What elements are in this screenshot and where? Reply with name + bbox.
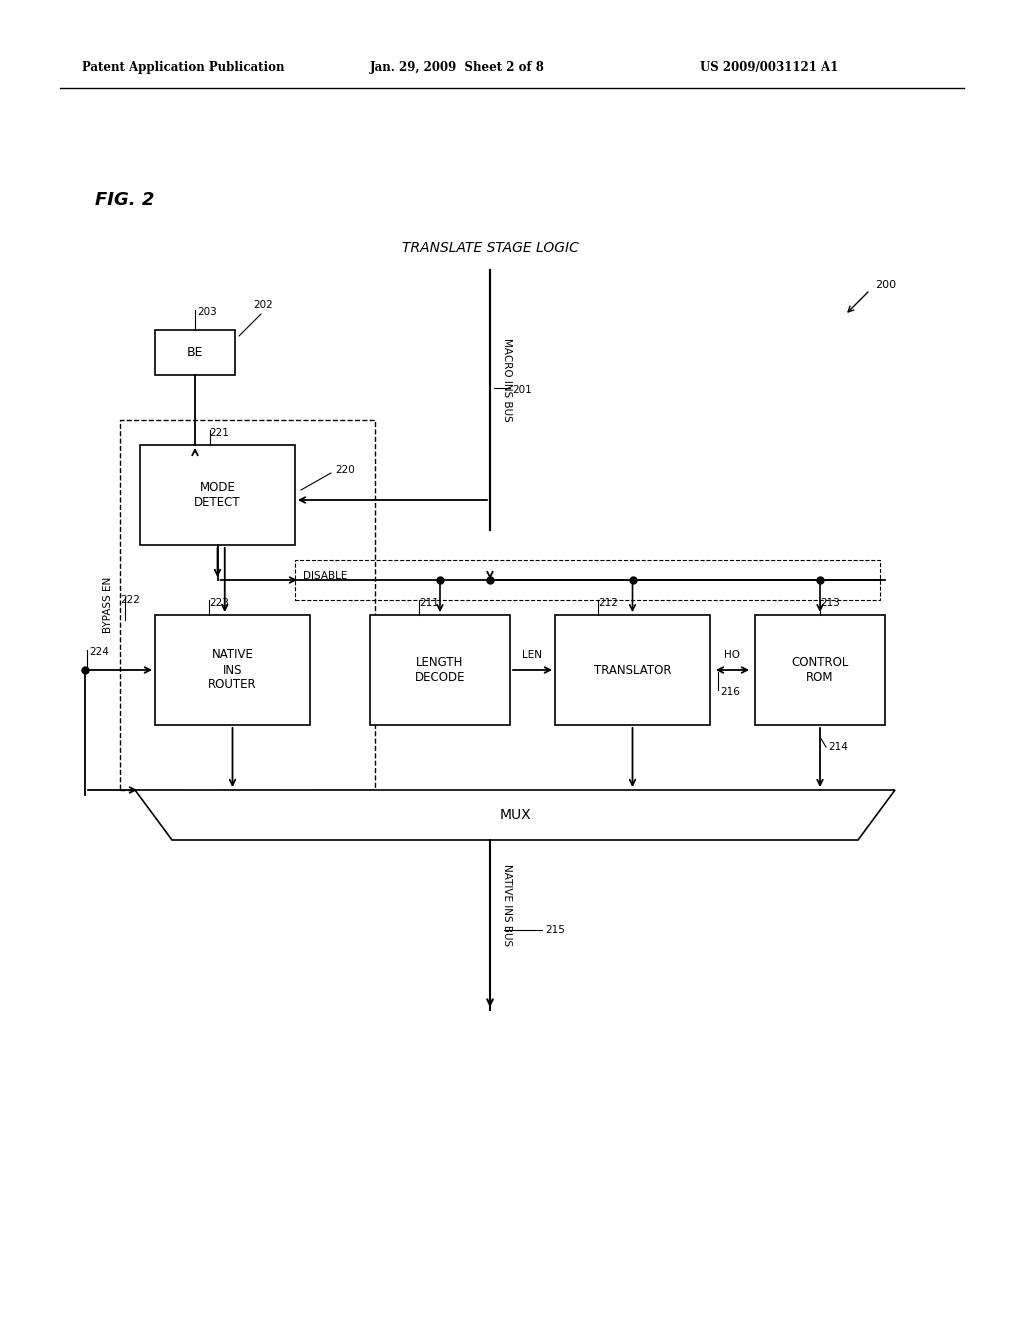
Text: 212: 212 — [598, 598, 618, 609]
Text: MODE
DETECT: MODE DETECT — [195, 480, 241, 510]
Text: 201: 201 — [512, 385, 531, 395]
FancyBboxPatch shape — [370, 615, 510, 725]
Text: DISABLE: DISABLE — [303, 572, 347, 581]
FancyBboxPatch shape — [155, 615, 310, 725]
Text: 211: 211 — [419, 598, 439, 609]
Text: 203: 203 — [197, 308, 217, 317]
Text: MACRO INS BUS: MACRO INS BUS — [502, 338, 512, 422]
Text: NATIVE
INS
ROUTER: NATIVE INS ROUTER — [208, 648, 257, 692]
Text: NATIVE INS BUS: NATIVE INS BUS — [502, 863, 512, 946]
Text: 215: 215 — [545, 925, 565, 935]
Text: 223: 223 — [209, 598, 229, 609]
Text: CONTROL
ROM: CONTROL ROM — [792, 656, 849, 684]
Polygon shape — [135, 789, 895, 840]
FancyBboxPatch shape — [755, 615, 885, 725]
Text: 221: 221 — [210, 428, 229, 438]
Text: TRANSLATE STAGE LOGIC: TRANSLATE STAGE LOGIC — [401, 242, 579, 255]
Text: TRANSLATOR: TRANSLATOR — [594, 664, 672, 676]
Text: BE: BE — [186, 346, 203, 359]
Text: 220: 220 — [335, 465, 354, 475]
Text: 213: 213 — [820, 598, 840, 609]
Text: 224: 224 — [89, 647, 109, 657]
FancyBboxPatch shape — [555, 615, 710, 725]
Text: 222: 222 — [120, 595, 140, 605]
Text: 214: 214 — [828, 742, 848, 752]
Text: FIG. 2: FIG. 2 — [95, 191, 155, 209]
Text: US 2009/0031121 A1: US 2009/0031121 A1 — [700, 62, 839, 74]
FancyBboxPatch shape — [140, 445, 295, 545]
Text: MUX: MUX — [499, 808, 530, 822]
Text: BYPASS EN: BYPASS EN — [103, 577, 113, 634]
Text: Patent Application Publication: Patent Application Publication — [82, 62, 285, 74]
Text: LEN: LEN — [522, 649, 542, 660]
Text: HO: HO — [724, 649, 740, 660]
Text: Jan. 29, 2009  Sheet 2 of 8: Jan. 29, 2009 Sheet 2 of 8 — [370, 62, 545, 74]
Text: 200: 200 — [874, 280, 896, 290]
Text: 202: 202 — [253, 300, 272, 310]
FancyBboxPatch shape — [155, 330, 234, 375]
Text: 216: 216 — [720, 686, 740, 697]
Text: LENGTH
DECODE: LENGTH DECODE — [415, 656, 465, 684]
